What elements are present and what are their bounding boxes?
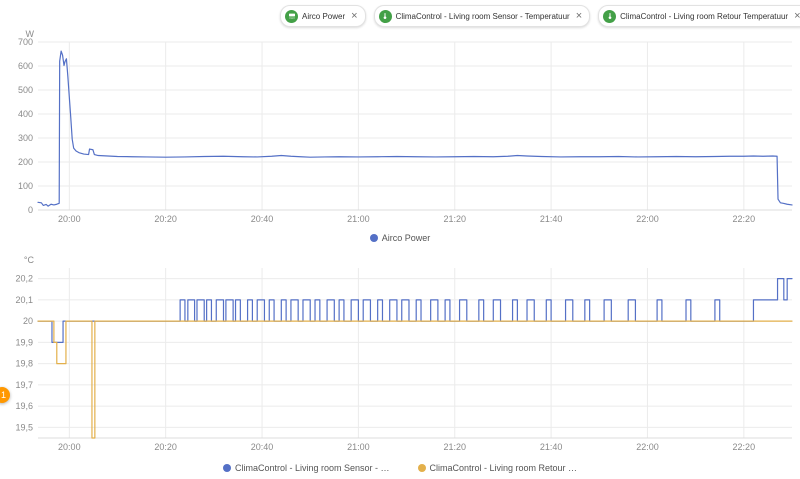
legend-dot xyxy=(369,234,378,242)
svg-text:500: 500 xyxy=(18,85,33,95)
chip-label: ClimaControl - Living room Retour Temper… xyxy=(620,11,789,21)
legend-label: Airco Power xyxy=(381,233,431,243)
svg-text:20:00: 20:00 xyxy=(58,442,81,452)
svg-text:19,8: 19,8 xyxy=(15,359,33,369)
legend-label: ClimaControl - Living room Sensor - … xyxy=(234,463,390,473)
svg-text:20:40: 20:40 xyxy=(251,214,274,224)
legend-dot xyxy=(417,464,426,472)
entity-filter-chips: Airco Power ClimaControl - Living room S… xyxy=(280,5,800,27)
chip-airco-power[interactable]: Airco Power xyxy=(280,5,366,27)
close-icon[interactable] xyxy=(351,11,357,22)
svg-text:22:20: 22:20 xyxy=(733,214,756,224)
thermometer-icon xyxy=(603,9,617,23)
legend-dot xyxy=(222,464,231,472)
svg-text:°C: °C xyxy=(24,255,35,265)
legend-item-retour-temperature[interactable]: ClimaControl - Living room Retour … xyxy=(417,463,578,473)
svg-text:19,7: 19,7 xyxy=(15,380,33,390)
svg-text:W: W xyxy=(26,29,35,39)
svg-text:20:20: 20:20 xyxy=(154,214,177,224)
svg-text:20:40: 20:40 xyxy=(251,442,274,452)
svg-text:100: 100 xyxy=(18,181,33,191)
power-chart-legend: Airco Power xyxy=(0,233,800,243)
svg-text:19,5: 19,5 xyxy=(15,422,33,432)
svg-text:19,6: 19,6 xyxy=(15,401,33,411)
close-icon[interactable] xyxy=(794,11,800,22)
close-icon[interactable] xyxy=(576,11,582,22)
chip-sensor-temperature[interactable]: ClimaControl - Living room Sensor - Temp… xyxy=(373,5,591,27)
svg-text:20:00: 20:00 xyxy=(58,214,81,224)
svg-text:0: 0 xyxy=(28,205,33,215)
legend-item-sensor-temperature[interactable]: ClimaControl - Living room Sensor - … xyxy=(222,463,390,473)
svg-text:300: 300 xyxy=(18,133,33,143)
svg-text:20,2: 20,2 xyxy=(15,274,33,284)
svg-text:20:20: 20:20 xyxy=(154,442,177,452)
svg-text:21:40: 21:40 xyxy=(540,214,563,224)
svg-text:22:00: 22:00 xyxy=(636,442,659,452)
svg-text:21:00: 21:00 xyxy=(347,442,370,452)
svg-text:21:20: 21:20 xyxy=(443,442,466,452)
svg-text:19,9: 19,9 xyxy=(15,337,33,347)
svg-text:21:20: 21:20 xyxy=(443,214,466,224)
svg-text:400: 400 xyxy=(18,109,33,119)
legend-item-airco-power[interactable]: Airco Power xyxy=(369,233,431,243)
svg-text:600: 600 xyxy=(18,61,33,71)
svg-text:22:20: 22:20 xyxy=(733,442,756,452)
air-conditioner-icon xyxy=(285,9,298,23)
temperature-chart-legend: ClimaControl - Living room Sensor - … Cl… xyxy=(0,463,800,473)
svg-text:22:00: 22:00 xyxy=(636,214,659,224)
power-history-chart[interactable]: 0 100 200 300 400 500 600 700 20:00 20:20 20:40 21:… xyxy=(0,24,800,224)
chip-label: Airco Power xyxy=(302,11,346,21)
legend-label: ClimaControl - Living room Retour … xyxy=(429,463,578,473)
thermometer-icon xyxy=(378,9,392,23)
svg-text:21:40: 21:40 xyxy=(540,442,563,452)
svg-text:700: 700 xyxy=(18,37,33,47)
chip-retour-temperature[interactable]: ClimaControl - Living room Retour Temper… xyxy=(598,5,800,27)
temperature-history-chart[interactable]: 19,5 19,6 19,7 19,8 19,9 20 20,1 20,2 20:00 20:20… xyxy=(0,252,800,452)
notification-badge[interactable]: 1 xyxy=(0,387,10,403)
svg-text:20,1: 20,1 xyxy=(15,295,33,305)
chip-label: ClimaControl - Living room Sensor - Temp… xyxy=(395,11,570,21)
svg-text:21:00: 21:00 xyxy=(347,214,370,224)
svg-text:200: 200 xyxy=(18,157,33,167)
svg-text:20: 20 xyxy=(23,316,33,326)
